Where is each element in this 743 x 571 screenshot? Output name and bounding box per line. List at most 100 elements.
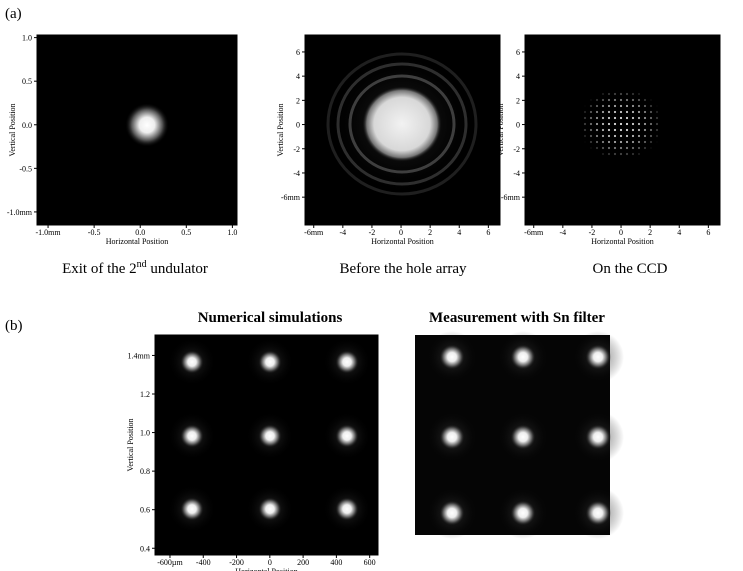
hole-dot — [601, 146, 605, 150]
y-tick-label: 0.5 — [22, 77, 32, 86]
spot — [439, 344, 465, 370]
plot-area — [524, 34, 721, 226]
hole-dot — [601, 116, 605, 120]
hole-dot — [643, 146, 647, 150]
hole-dot — [631, 152, 635, 156]
hole-dot — [649, 140, 653, 144]
hole-dot — [613, 104, 617, 108]
hole-dot — [649, 146, 653, 150]
hole-dot — [655, 122, 659, 126]
x-tick-label: 4 — [677, 228, 681, 237]
hole-dot — [595, 140, 599, 144]
beam-spot — [125, 103, 169, 147]
y-tick-label: 2 — [516, 96, 520, 105]
hole-dot — [619, 140, 623, 144]
image — [326, 52, 478, 196]
x-tick-label: -6mm — [304, 228, 324, 237]
caption: Before the hole array — [339, 261, 467, 277]
y-tick-label: 1.2 — [140, 390, 150, 399]
hole-dot — [637, 98, 641, 102]
hole-dot — [625, 140, 629, 144]
x-tick-label: 4 — [457, 228, 461, 237]
panel-title: Measurement with Sn filter — [429, 310, 605, 326]
spot — [180, 497, 204, 521]
hole-dot — [613, 152, 617, 156]
hole-dot — [637, 110, 641, 114]
spot — [439, 424, 465, 450]
hole-dot — [613, 116, 617, 120]
diffraction-ring — [336, 62, 468, 186]
caption-part: Before the hole array — [339, 261, 467, 277]
hole-dot — [625, 122, 629, 126]
hole-dot — [607, 134, 611, 138]
y-tick-label: 2 — [296, 96, 300, 105]
hole-dot — [607, 152, 611, 156]
x-tick-label: 6 — [486, 228, 490, 237]
hole-dot — [625, 110, 629, 114]
hole-dot — [613, 110, 617, 114]
hole-dot — [601, 128, 605, 132]
hole-dot — [637, 122, 641, 126]
hole-dot — [595, 134, 599, 138]
diffraction-ring — [326, 52, 478, 196]
hole-dot — [607, 140, 611, 144]
x-tick-label: 2 — [428, 228, 432, 237]
hole-dot — [656, 141, 658, 143]
hole-dot — [619, 92, 623, 96]
hole-dot — [619, 146, 623, 150]
spot — [258, 497, 282, 521]
hole-dot — [631, 92, 635, 96]
hole-dot — [619, 152, 623, 156]
hole-dot — [637, 92, 641, 96]
y-tick-label: 1.0 — [140, 429, 150, 438]
hole-dot — [631, 128, 635, 132]
hole-dot — [584, 141, 586, 143]
x-tick-label: 0 — [399, 228, 403, 237]
spot — [510, 424, 536, 450]
y-tick-label: 0.0 — [22, 121, 32, 130]
hole-dot — [607, 110, 611, 114]
hole-dot — [613, 122, 617, 126]
caption-part: undulator — [147, 261, 208, 277]
y-tick-label: 6 — [296, 48, 300, 57]
hole-dot — [637, 134, 641, 138]
y-tick-label: 0 — [516, 121, 520, 130]
x-tick-label: 400 — [330, 558, 342, 567]
hole-dot — [601, 140, 605, 144]
hole-dot — [589, 134, 593, 138]
hole-dot — [613, 134, 617, 138]
x-axis-label: Horizontal Position — [106, 237, 168, 246]
hole-dot — [643, 134, 647, 138]
x-tick-label: -2 — [589, 228, 596, 237]
hole-dot — [619, 98, 623, 102]
x-tick-label: -0.5 — [88, 228, 101, 237]
hole-dot — [655, 116, 659, 120]
hole-dot — [595, 98, 599, 102]
hole-dot — [625, 104, 629, 108]
caption-part: On the CCD — [593, 261, 668, 277]
hole-dot — [583, 116, 587, 120]
x-tick-label: -6mm — [524, 228, 544, 237]
hole-dot — [643, 116, 647, 120]
hole-dot — [589, 140, 593, 144]
y-tick-label: 0.4 — [140, 544, 150, 553]
x-tick-label: -600µm — [157, 558, 183, 567]
hole-dot — [607, 92, 611, 96]
x-tick-label: 0.5 — [181, 228, 191, 237]
x-axis-label: Horizontal Position — [591, 237, 653, 246]
spot — [585, 424, 611, 450]
hole-dot — [583, 122, 587, 126]
hole-dot — [649, 122, 653, 126]
hole-dot — [637, 146, 641, 150]
hole-dot — [625, 152, 629, 156]
y-tick-label: -1.0mm — [7, 208, 33, 217]
hole-dot — [649, 110, 653, 114]
hole-dot — [631, 146, 635, 150]
x-tick-label: -4 — [339, 228, 346, 237]
hole-dot — [631, 104, 635, 108]
hole-dot — [649, 128, 653, 132]
hole-dot — [631, 110, 635, 114]
spot — [510, 344, 536, 370]
hole-dot — [601, 98, 605, 102]
x-tick-label: -200 — [229, 558, 244, 567]
